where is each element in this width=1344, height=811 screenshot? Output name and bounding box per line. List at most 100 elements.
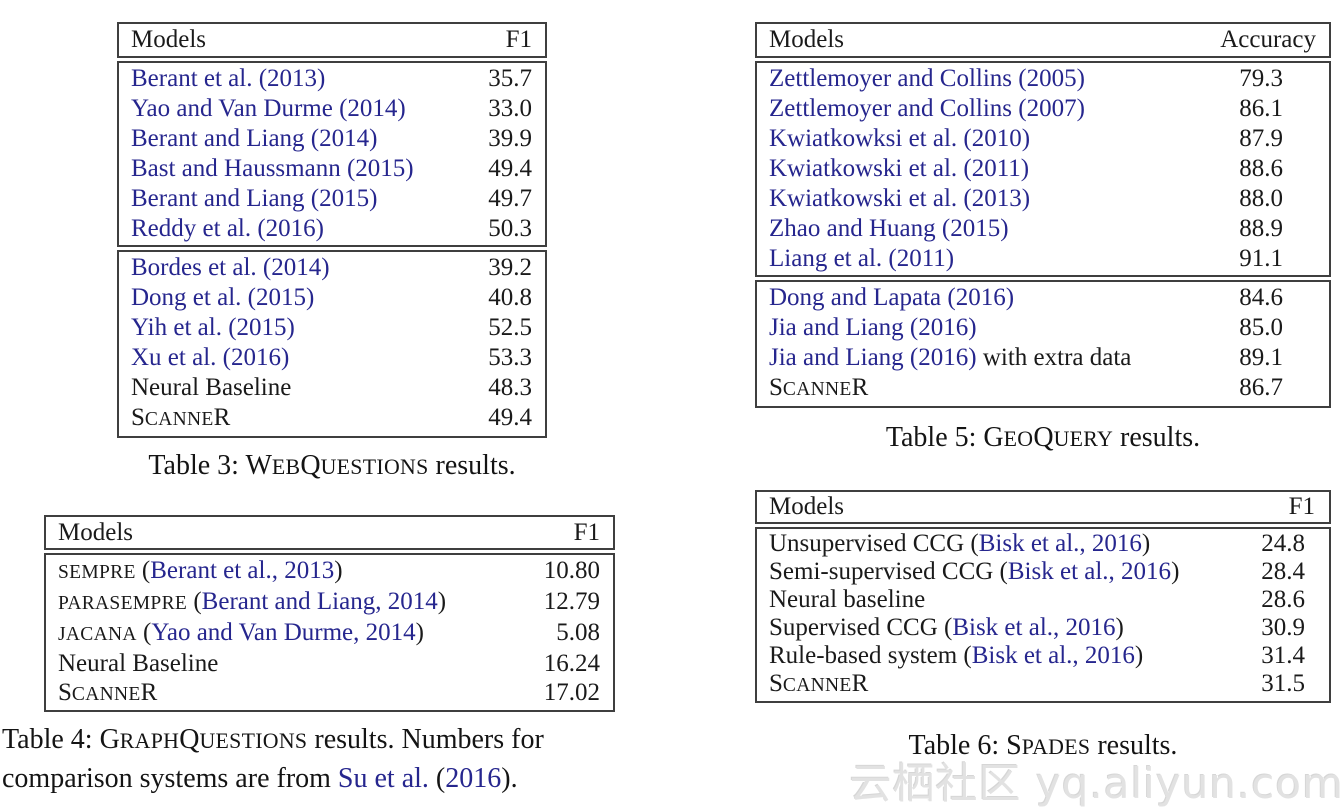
small-caps-text: UERY — [1053, 427, 1114, 451]
model-cell: Neural Baseline — [131, 373, 291, 403]
citation-link[interactable]: Dong and Lapata (2016) — [769, 284, 1015, 311]
column-header-models: Models — [58, 519, 133, 546]
table-header-row: Models F1 — [119, 25, 545, 55]
citation-link[interactable]: Bisk et al., 2016 — [978, 530, 1142, 557]
model-cell: SCANNER — [769, 670, 868, 700]
citation-link[interactable]: Jia and Liang (2016) — [769, 344, 977, 371]
table-section: Unsupervised CCG (Bisk et al., 2016) 24.8… — [755, 527, 1331, 703]
column-header-metric: Accuracy — [1220, 26, 1316, 53]
table-geoquery-results: Models Accuracy Zettlemoyer and Collins (2… — [755, 22, 1331, 411]
text-segment: S — [769, 670, 783, 697]
small-caps-text: UESTIONS — [320, 455, 429, 479]
value-cell: 88.6 — [1239, 155, 1283, 182]
value-cell: 5.08 — [556, 619, 600, 646]
table-webquestions-results: Models F1 Berant et al. (2013) 35.7 Yao and … — [117, 22, 547, 441]
citation-link[interactable]: Xu et al. (2016) — [131, 344, 290, 371]
model-cell: Semi-supervised CCG (Bisk et al., 2016) — [769, 558, 1179, 586]
citation-link[interactable]: Berant and Liang (2014) — [131, 125, 378, 152]
column-header-models: Models — [131, 26, 206, 53]
citation-link[interactable]: Berant et al. (2013) — [131, 65, 326, 92]
table-row: Neural Baseline 16.24 — [46, 649, 613, 678]
citation-link[interactable]: Yao and Van Durme, 2014 — [151, 619, 416, 646]
citation-link[interactable]: Kwiatkowski et al. (2011) — [769, 155, 1030, 182]
citation-link[interactable]: Liang et al. (2011) — [769, 245, 955, 272]
model-cell: SCANNER — [131, 403, 230, 435]
model-cell: Berant et al. (2013) — [131, 64, 325, 94]
citation-link[interactable]: Reddy et al. (2016) — [131, 215, 325, 242]
small-caps-text: UESTIONS — [199, 729, 308, 753]
table-row: PARASEMPRE (Berant and Liang, 2014) 12.79 — [46, 587, 613, 618]
citation-link[interactable]: Su et al. — [337, 763, 429, 794]
citation-link[interactable]: Yih et al. (2015) — [131, 314, 295, 341]
citation-link[interactable]: Zettlemoyer and Collins (2007) — [769, 95, 1085, 122]
model-cell: Reddy et al. (2016) — [131, 214, 324, 244]
value-cell: 79.3 — [1239, 65, 1283, 92]
small-caps-text: RAPH — [119, 729, 180, 753]
value-cell: 39.2 — [488, 254, 532, 281]
small-caps-text: EB — [271, 455, 301, 479]
table-section: Dong and Lapata (2016) 84.6 Jia and Liang … — [755, 280, 1331, 408]
citation-link[interactable]: Jia and Liang (2016) — [769, 314, 977, 341]
value-cell: 31.4 — [1261, 642, 1305, 669]
text-segment: R — [213, 404, 231, 431]
model-cell: Zettlemoyer and Collins (2007) — [769, 94, 1085, 124]
text-segment: results. Numbers for — [307, 724, 544, 755]
table-row: Neural Baseline 48.3 — [119, 373, 545, 403]
text-segment: Table 6: — [908, 730, 1007, 761]
table-row: Berant and Liang (2014) 39.9 — [119, 124, 545, 154]
model-cell: Yao and Van Durme (2014) — [131, 94, 406, 124]
model-cell: Unsupervised CCG (Bisk et al., 2016) — [769, 530, 1150, 558]
citation-link[interactable]: Berant et al., 2013 — [150, 557, 335, 584]
citation-link[interactable]: Bisk et al., 2016 — [1007, 558, 1172, 585]
text-segment: Table 4: — [2, 724, 100, 755]
model-cell: Neural Baseline — [58, 649, 218, 678]
model-cell: Xu et al. (2016) — [131, 343, 289, 373]
text-segment: ). — [501, 763, 518, 794]
text-segment: W — [245, 450, 272, 481]
text-segment: ) — [1115, 614, 1124, 641]
text-segment: Neural Baseline — [131, 374, 292, 401]
citation-link[interactable]: Zettlemoyer and Collins (2005) — [769, 65, 1085, 92]
text-segment: Neural Baseline — [58, 650, 219, 677]
table-row: Bast and Haussmann (2015) 49.4 — [119, 154, 545, 184]
column-header-metric: F1 — [1288, 493, 1315, 520]
small-caps-text: PARASEMPRE — [58, 593, 188, 614]
citation-link[interactable]: Bordes et al. (2014) — [131, 254, 330, 281]
citation-link[interactable]: Dong et al. (2015) — [131, 284, 315, 311]
value-cell: 86.7 — [1239, 374, 1283, 401]
small-caps-text: CANNE — [782, 675, 852, 696]
value-cell: 48.3 — [488, 374, 532, 401]
citation-link[interactable]: 2016 — [445, 763, 502, 794]
value-cell: 17.02 — [543, 679, 600, 706]
table-row: Zhao and Huang (2015) 88.9 — [757, 214, 1329, 244]
model-cell: Jia and Liang (2016) — [769, 313, 977, 343]
small-caps-text: EO — [1003, 427, 1034, 451]
citation-link[interactable]: Bisk et al., 2016 — [971, 642, 1135, 669]
model-cell: Berant and Liang (2014) — [131, 124, 377, 154]
value-cell: 40.8 — [488, 284, 532, 311]
citation-link[interactable]: Zhao and Huang (2015) — [769, 215, 1009, 242]
value-cell: 30.9 — [1261, 614, 1305, 641]
model-cell: Kwiatkowksi et al. (2010) — [769, 124, 1030, 154]
text-segment: comparison systems are from — [2, 763, 338, 794]
citation-link[interactable]: Bisk et al., 2016 — [952, 614, 1116, 641]
value-cell: 31.5 — [1261, 670, 1305, 697]
table-row: Unsupervised CCG (Bisk et al., 2016) 24.8 — [757, 530, 1329, 558]
table-row: SCANNER 17.02 — [46, 678, 613, 709]
text-segment: results. — [1090, 730, 1178, 761]
citation-link[interactable]: Berant and Liang, 2014 — [201, 588, 438, 615]
citation-link[interactable]: Berant and Liang (2015) — [131, 185, 378, 212]
text-segment: Supervised CCG ( — [769, 614, 953, 641]
citation-link[interactable]: Kwiatkowksi et al. (2010) — [769, 125, 1031, 152]
text-segment: ( — [135, 557, 151, 584]
text-segment: R — [140, 679, 158, 706]
table-row: SCANNER 86.7 — [757, 373, 1329, 405]
citation-link[interactable]: Yao and Van Durme (2014) — [131, 95, 406, 122]
citation-link[interactable]: Bast and Haussmann (2015) — [131, 155, 414, 182]
value-cell: 84.6 — [1239, 284, 1283, 311]
table-header-box: Models F1 — [117, 22, 547, 58]
text-segment: ) — [437, 588, 447, 615]
value-cell: 12.79 — [543, 588, 600, 615]
value-cell: 39.9 — [488, 125, 532, 152]
citation-link[interactable]: Kwiatkowski et al. (2013) — [769, 185, 1031, 212]
